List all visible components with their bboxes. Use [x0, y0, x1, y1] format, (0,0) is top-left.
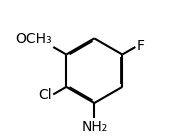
Text: NH₂: NH₂ — [81, 120, 107, 134]
Text: F: F — [137, 39, 145, 53]
Text: OCH₃: OCH₃ — [15, 32, 52, 46]
Text: Cl: Cl — [38, 88, 52, 102]
